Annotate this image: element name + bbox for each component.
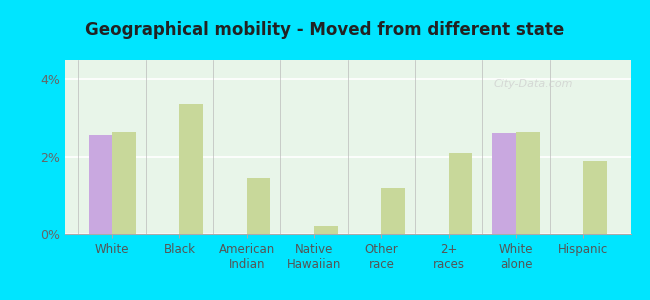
Bar [516,131,540,234]
Bar [179,104,203,234]
Bar [584,160,607,234]
Bar [493,134,516,234]
Bar [112,131,136,234]
Bar [314,226,337,234]
Bar [88,135,112,234]
Bar [382,188,405,234]
Text: Geographical mobility - Moved from different state: Geographical mobility - Moved from diffe… [85,21,565,39]
Bar [448,153,473,234]
Text: City-Data.com: City-Data.com [493,79,573,89]
Bar [247,178,270,234]
